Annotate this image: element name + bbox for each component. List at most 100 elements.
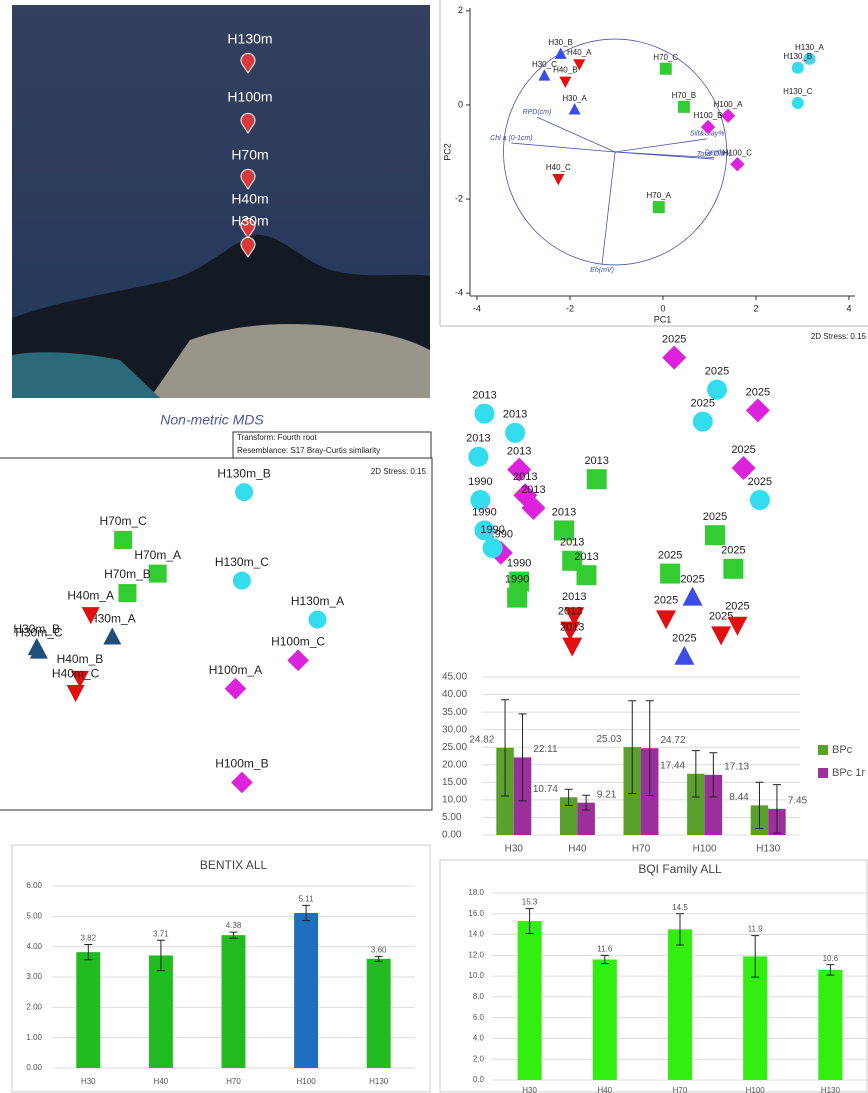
point-label: 2013 [558, 606, 582, 618]
y-tick-label: 0 [458, 99, 463, 109]
point [662, 346, 686, 370]
point-label: H40m_A [67, 588, 114, 602]
legend-label: BPc [832, 744, 853, 756]
x-tick-label: H40 [597, 1086, 612, 1093]
point [235, 483, 253, 501]
point [468, 447, 488, 467]
stress-label: 2D Stress: 0.15 [811, 332, 867, 341]
point-label: 2013 [584, 455, 608, 467]
point-label: H100_C [723, 148, 753, 157]
point-label: 2025 [748, 476, 772, 488]
point [231, 772, 253, 794]
point-label: H30_B [548, 38, 572, 47]
value-label: 11.6 [597, 944, 613, 953]
value-label: 3.82 [81, 934, 97, 943]
y-tick-label: 0.00 [442, 830, 462, 841]
point-label: 2013 [503, 409, 527, 421]
point [746, 398, 770, 422]
point-label: H130m_B [217, 466, 270, 480]
point [569, 103, 581, 114]
point-label: 1990 [507, 558, 531, 570]
x-tick-label: H40 [154, 1077, 169, 1086]
collage: H130mH100mH70mH40mH30m-4-202420-2-4PC1PC… [0, 0, 868, 1093]
point [792, 97, 804, 109]
y-tick-label: 30.00 [442, 724, 467, 735]
chart-title: BQI Family ALL [638, 862, 722, 876]
x-tick-label: H130 [821, 1086, 841, 1093]
point-label: 2013 [560, 537, 584, 549]
point [653, 201, 665, 213]
value-label: 7.45 [788, 795, 808, 806]
point [727, 617, 747, 636]
y-tick-label: 10.0 [468, 971, 484, 980]
point-label: 2025 [731, 444, 755, 456]
point-label: 2013 [562, 591, 586, 603]
point [683, 587, 703, 606]
y-tick-label: 3.00 [26, 972, 42, 981]
point [483, 538, 503, 558]
point-label: 2013 [560, 622, 584, 634]
value-label: 24.72 [660, 735, 685, 746]
y-tick-label: 5.00 [26, 911, 42, 920]
point [693, 412, 713, 432]
y-axis-title: PC2 [442, 143, 452, 161]
y-tick-label: 10.00 [442, 795, 467, 806]
x-tick-label: -4 [473, 303, 481, 313]
bar [222, 935, 246, 1068]
point [660, 564, 680, 584]
y-tick-label: 6.0 [473, 1013, 485, 1022]
point-label: H130m_A [291, 594, 344, 608]
value-label: 5.11 [299, 895, 315, 904]
value-label: 3.71 [153, 929, 169, 938]
point [538, 69, 550, 80]
value-label: 15.3 [522, 898, 538, 907]
point-label: H130_C [783, 87, 813, 96]
map-label: H130m [227, 31, 272, 47]
point-label: 2013 [552, 506, 576, 518]
note: Transform: Fourth root [237, 433, 318, 442]
point [149, 565, 167, 583]
point [656, 610, 676, 629]
value-label: 10.6 [823, 954, 839, 963]
y-tick-label: 20.00 [442, 759, 467, 770]
point-label: H40_C [546, 163, 571, 172]
point-label: H40_B [553, 66, 577, 75]
point-label: 2025 [725, 601, 749, 613]
point-label: 2025 [691, 398, 715, 410]
point-label: H130m_C [215, 555, 269, 569]
map-label: H70m [231, 147, 268, 163]
point-label: 2013 [521, 484, 545, 496]
y-tick-label: 6.00 [26, 881, 42, 890]
point-label: 2025 [680, 574, 704, 586]
point-label: H70m_C [99, 514, 147, 528]
point [562, 638, 582, 657]
legend-swatch [818, 745, 828, 755]
point-label: 1990 [505, 574, 529, 586]
value-label: 10.74 [533, 784, 558, 795]
map-label: H100m [227, 89, 272, 105]
point [576, 565, 596, 585]
chart-title: Non-metric MDS [160, 412, 264, 428]
value-label: 3.60 [371, 945, 387, 954]
x-tick-label: H70 [673, 1086, 688, 1093]
y-tick-label: 25.00 [442, 742, 467, 753]
x-tick-label: 4 [846, 303, 851, 313]
legend-swatch [818, 768, 828, 778]
x-tick-label: 0 [660, 303, 665, 313]
point-label: H100_A [714, 100, 744, 109]
y-tick-label: 2.0 [473, 1054, 485, 1063]
y-tick-label: 35.00 [442, 707, 467, 718]
point [678, 101, 690, 113]
point [309, 611, 327, 629]
point [721, 109, 735, 123]
point [474, 404, 494, 424]
x-tick-label: H100 [746, 1086, 766, 1093]
y-tick-label: 0.0 [473, 1075, 485, 1084]
point-label: 2025 [654, 594, 678, 606]
point [587, 469, 607, 489]
x-tick-label: H30 [505, 844, 524, 855]
y-tick-label: 5.00 [442, 812, 462, 823]
bar [593, 959, 617, 1080]
note: Resemblance: S17 Bray-Curtis similarity [237, 446, 380, 455]
point [225, 678, 247, 700]
